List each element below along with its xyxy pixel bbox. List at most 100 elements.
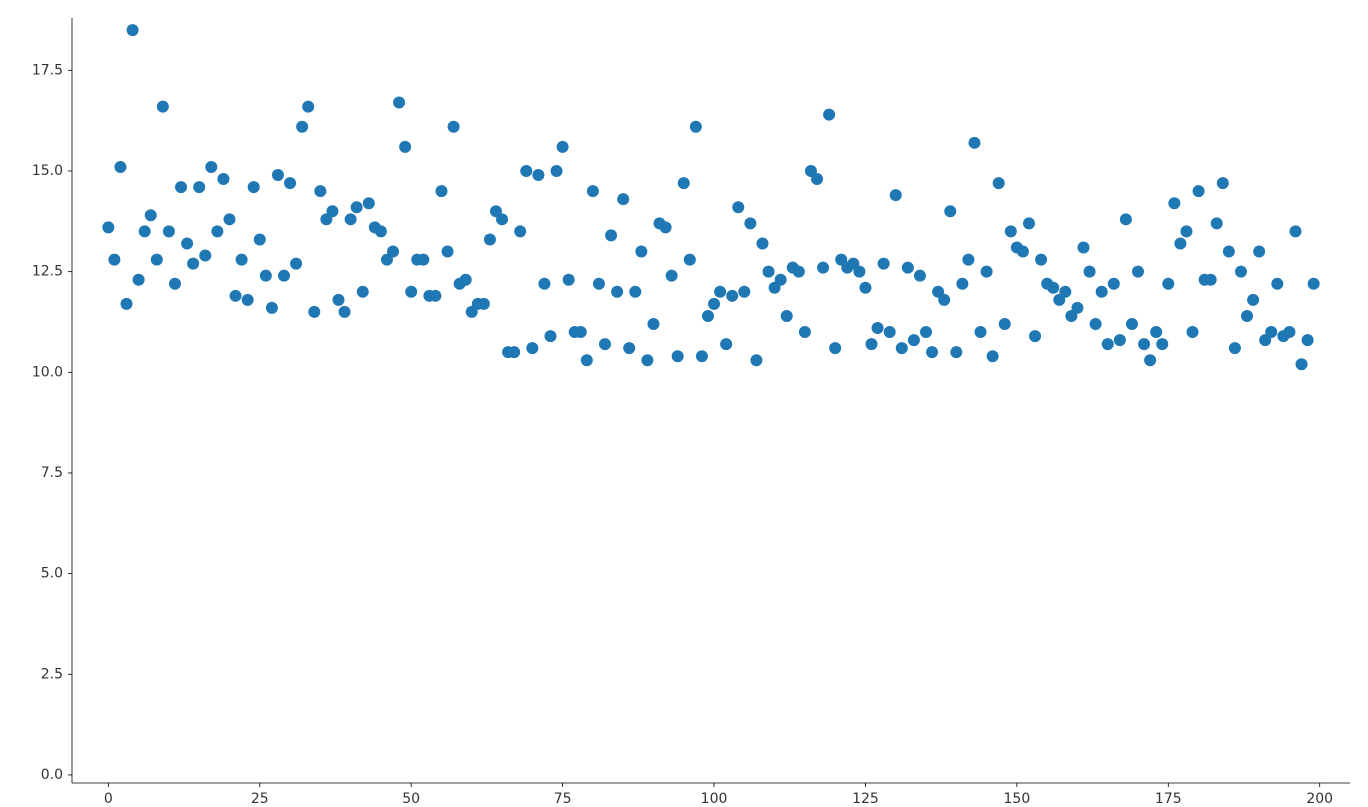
data-point [442,246,454,258]
data-point [793,266,805,278]
data-point [375,225,387,237]
x-tick-label: 150 [1004,791,1031,807]
data-point [1217,177,1229,189]
data-point [587,185,599,197]
data-point [817,262,829,274]
data-point [1265,326,1277,338]
data-point [641,354,653,366]
data-point [302,101,314,113]
data-point [684,254,696,266]
x-tick-label: 0 [104,791,113,807]
data-point [1071,302,1083,314]
data-point [1096,286,1108,298]
data-point [908,334,920,346]
data-point [108,254,120,266]
data-point [1126,318,1138,330]
data-point [1138,338,1150,350]
data-point [393,97,405,109]
data-point [121,298,133,310]
data-point [1047,282,1059,294]
x-tick-label: 125 [852,791,879,807]
data-point [1205,274,1217,286]
x-tick-label: 100 [701,791,728,807]
data-point [157,101,169,113]
data-point [526,342,538,354]
data-point [1005,225,1017,237]
data-point [496,213,508,225]
data-point [145,209,157,221]
data-point [520,165,532,177]
data-point [248,181,260,193]
data-point [1059,286,1071,298]
data-point [617,193,629,205]
y-tick-label: 12.5 [32,264,63,280]
data-point [666,270,678,282]
data-point [1090,318,1102,330]
data-point [823,109,835,121]
data-point [781,310,793,322]
data-point [538,278,550,290]
data-point [750,354,762,366]
data-point [205,161,217,173]
data-point [799,326,811,338]
data-point [987,350,999,362]
data-point [1229,342,1241,354]
data-point [975,326,987,338]
data-point [811,173,823,185]
data-point [1120,213,1132,225]
data-point [962,254,974,266]
data-point [1235,266,1247,278]
y-tick-label: 17.5 [32,62,63,78]
data-point [1168,197,1180,209]
data-point [956,278,968,290]
data-point [678,177,690,189]
data-point [230,290,242,302]
data-point [950,346,962,358]
data-point [575,326,587,338]
data-point [635,246,647,258]
data-point [399,141,411,153]
data-point [1308,278,1320,290]
data-point [1156,338,1168,350]
scatter-chart: 02550751001251501752000.02.55.07.510.012… [0,0,1368,807]
data-point [720,338,732,350]
data-point [744,217,756,229]
data-point [1174,237,1186,249]
data-point [999,318,1011,330]
data-point [944,205,956,217]
data-point [981,266,993,278]
data-point [878,258,890,270]
data-point [114,161,126,173]
data-point [557,141,569,153]
data-point [968,137,980,149]
data-point [181,237,193,249]
data-point [926,346,938,358]
data-point [551,165,563,177]
y-tick-label: 7.5 [41,465,63,481]
data-point [405,286,417,298]
data-point [1302,334,1314,346]
x-tick-label: 50 [402,791,420,807]
data-point [1132,266,1144,278]
data-point [417,254,429,266]
data-point [732,201,744,213]
data-point [508,346,520,358]
data-point [435,185,447,197]
data-point [708,298,720,310]
data-point [484,233,496,245]
data-point [314,185,326,197]
data-point [211,225,223,237]
data-point [690,121,702,133]
data-point [1271,278,1283,290]
y-tick-label: 10.0 [32,364,63,380]
data-point [714,286,726,298]
data-point [629,286,641,298]
data-point [726,290,738,302]
data-point [1108,278,1120,290]
data-point [326,205,338,217]
data-point [1029,330,1041,342]
data-point [429,290,441,302]
data-point [660,221,672,233]
data-point [1253,246,1265,258]
data-point [544,330,556,342]
